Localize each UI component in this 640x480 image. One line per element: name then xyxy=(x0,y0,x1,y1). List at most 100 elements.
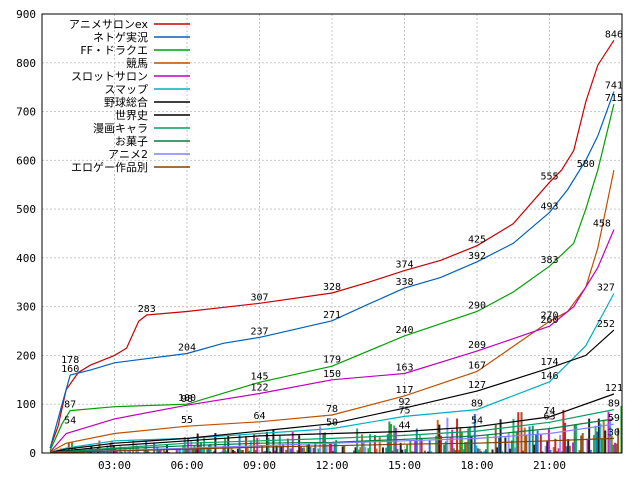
y-tick-label: 200 xyxy=(16,349,36,362)
activity-bar xyxy=(533,444,536,453)
activity-bar xyxy=(280,446,283,453)
activity-bar xyxy=(549,449,552,453)
data-label: 260 xyxy=(540,315,558,326)
data-label: 44 xyxy=(398,421,410,432)
data-label: 580 xyxy=(577,159,595,170)
activity-bar xyxy=(501,451,504,453)
data-label: 270 xyxy=(540,310,558,321)
activity-bar xyxy=(201,448,204,453)
legend-label: スロットサロン xyxy=(71,70,148,83)
legend-label: アニメサロンex xyxy=(69,18,149,31)
activity-bar xyxy=(597,418,600,453)
activity-bar xyxy=(357,449,360,453)
data-label: 338 xyxy=(395,277,413,288)
activity-bar xyxy=(354,447,357,453)
data-label: 89 xyxy=(471,399,483,410)
activity-bar xyxy=(599,423,602,453)
activity-bar xyxy=(162,449,165,453)
activity-bar xyxy=(506,451,508,453)
activity-bar xyxy=(491,449,494,453)
legend-label: 野球総合 xyxy=(104,95,148,109)
activity-bar xyxy=(410,451,413,453)
activity-bar xyxy=(288,448,291,453)
data-label: 240 xyxy=(395,325,413,336)
activity-bar xyxy=(444,441,447,453)
y-tick-label: 900 xyxy=(16,8,36,21)
legend-label: 漫画キャラ xyxy=(93,121,148,135)
activity-bar xyxy=(290,448,293,453)
data-label: 741 xyxy=(605,81,623,92)
activity-bar xyxy=(195,449,198,453)
axes: 0 100 200 300 400 500 600 700 800 900 03:00 06:00 09… xyxy=(16,8,623,472)
activity-bar xyxy=(568,445,571,453)
activity-bar xyxy=(116,451,119,453)
activity-bar xyxy=(504,437,507,453)
activity-bar xyxy=(439,435,442,453)
series-line-5 xyxy=(49,229,615,453)
activity-bar xyxy=(602,419,605,453)
activity-bar xyxy=(177,448,180,453)
activity-bar xyxy=(269,451,272,453)
activity-bar xyxy=(613,442,616,453)
activity-bar xyxy=(282,444,285,453)
activity-bar xyxy=(274,450,276,453)
activity-bar xyxy=(467,428,470,453)
data-label: 178 xyxy=(61,355,79,366)
activity-bar xyxy=(352,450,355,453)
activity-bar xyxy=(546,440,549,453)
activity-bar xyxy=(190,441,193,453)
series-line-3 xyxy=(49,104,615,451)
activity-bar xyxy=(609,420,612,453)
activity-bar xyxy=(367,448,370,453)
activity-bar xyxy=(232,449,235,453)
x-tick-label: 15:00 xyxy=(388,459,421,472)
data-label: 425 xyxy=(468,235,486,246)
activity-bar xyxy=(333,443,336,453)
activity-bar xyxy=(465,441,468,453)
x-tick-label: 06:00 xyxy=(170,459,203,472)
data-label: 121 xyxy=(605,383,623,394)
activity-bar xyxy=(309,447,312,453)
data-label: 846 xyxy=(605,29,623,40)
data-label: 74 xyxy=(543,406,555,417)
x-tick-label: 09:00 xyxy=(243,459,276,472)
activity-bar xyxy=(206,449,209,453)
activity-bar xyxy=(438,424,441,453)
activity-bar xyxy=(497,437,500,453)
data-label: 204 xyxy=(178,342,196,353)
activity-bar xyxy=(262,451,265,453)
legend-label: ネトゲ実況 xyxy=(93,30,148,44)
activity-bar xyxy=(509,448,512,453)
activity-bar xyxy=(261,445,264,453)
activity-bar xyxy=(143,448,146,453)
activity-bar xyxy=(343,445,346,453)
activity-bar xyxy=(375,448,378,453)
activity-bar xyxy=(272,429,275,453)
activity-bar xyxy=(264,450,267,453)
activity-bar xyxy=(428,440,431,453)
series-line-10 xyxy=(50,418,614,454)
activity-bar xyxy=(330,442,333,453)
activity-bar xyxy=(575,424,578,453)
activity-bar xyxy=(303,447,305,453)
data-label: 252 xyxy=(597,319,615,330)
activity-bar xyxy=(301,447,304,453)
activity-bar xyxy=(448,451,450,453)
data-label: 167 xyxy=(468,361,486,372)
activity-bar xyxy=(552,447,555,453)
activity-bar xyxy=(285,449,288,453)
series-line-12 xyxy=(50,437,614,454)
data-label: 100 xyxy=(178,393,196,404)
activity-bar xyxy=(510,440,513,453)
activity-bar xyxy=(573,424,576,453)
activity-bar xyxy=(241,450,244,453)
activity-bar xyxy=(409,440,412,453)
data-label: 163 xyxy=(395,362,413,373)
activity-bar xyxy=(612,444,615,453)
data-label: 383 xyxy=(540,255,558,266)
activity-bar xyxy=(525,435,528,453)
activity-bar xyxy=(572,442,575,453)
activity-bar xyxy=(593,434,595,453)
series-line-2 xyxy=(49,91,615,449)
